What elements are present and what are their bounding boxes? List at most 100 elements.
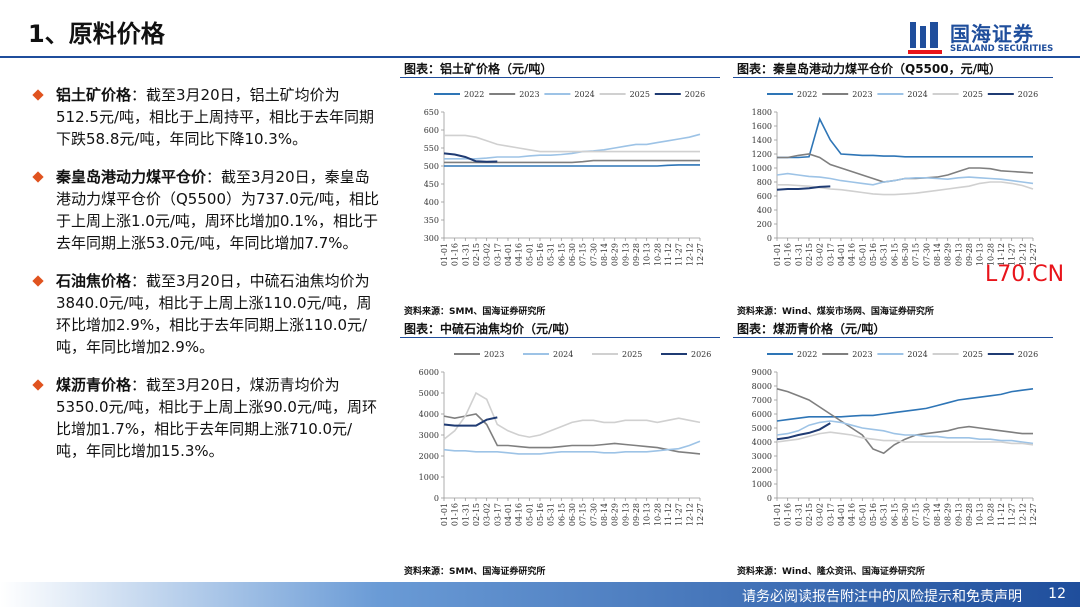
x-tick-label: 08-29 xyxy=(611,503,620,526)
legend-label: 2022 xyxy=(464,90,484,99)
x-tick-label: 09-28 xyxy=(632,503,641,526)
y-tick-label: 0 xyxy=(767,234,772,243)
y-tick-label: 8000 xyxy=(752,382,772,391)
x-tick-label: 09-13 xyxy=(954,503,963,526)
bullet: 石油焦价格：截至3月20日，中硫石油焦均价为3840.0元/吨，相比于上周上涨1… xyxy=(30,270,380,358)
x-tick-label: 03-17 xyxy=(493,243,502,266)
y-tick-label: 800 xyxy=(757,178,772,187)
x-tick-label: 01-01 xyxy=(440,243,449,266)
x-tick-label: 10-28 xyxy=(986,503,995,526)
x-tick-label: 03-02 xyxy=(816,243,825,266)
y-tick-label: 0 xyxy=(434,494,439,503)
x-tick-label: 11-27 xyxy=(675,503,684,526)
legend-label: 2025 xyxy=(630,90,650,99)
series-line xyxy=(776,388,1034,422)
x-tick-label: 08-14 xyxy=(933,243,942,266)
x-tick-label: 09-13 xyxy=(621,503,630,526)
bullet: 铝土矿价格：截至3月20日，铝土矿均价为512.5元/吨，相比于上周持平，相比于… xyxy=(30,84,380,150)
x-tick-label: 02-15 xyxy=(472,503,481,526)
x-tick-label: 05-31 xyxy=(880,243,889,266)
x-tick-label: 05-31 xyxy=(880,503,889,526)
chart-source: 资料来源：Wind、煤炭市场网、国海证券研究所 xyxy=(737,307,934,317)
y-tick-label: 1000 xyxy=(752,480,772,489)
x-tick-label: 05-01 xyxy=(525,503,534,526)
x-tick-label: 05-01 xyxy=(858,503,867,526)
x-tick-label: 10-28 xyxy=(653,243,662,266)
x-tick-label: 08-29 xyxy=(611,243,620,266)
chart: 2022 2023 2024 2025 2026 0 1000 2000 3000 4000 500… xyxy=(752,350,1039,526)
legend-label: 2025 xyxy=(622,350,642,359)
title-rule xyxy=(400,77,720,78)
title-rule xyxy=(400,337,720,338)
x-tick-label: 12-12 xyxy=(685,503,694,526)
x-tick-label: 01-01 xyxy=(773,503,782,526)
chart-panel: 图表：秦皇岛港动力煤平仓价（Q5500，元/吨） 资料来源：Wind、煤炭市场网、… xyxy=(733,60,1073,322)
x-tick-label: 04-01 xyxy=(837,503,846,526)
x-tick-label: 03-02 xyxy=(483,503,492,526)
x-tick-label: 03-02 xyxy=(483,243,492,266)
legend-label: 2026 xyxy=(685,90,705,99)
x-tick-label: 12-12 xyxy=(1018,503,1027,526)
legend-label: 2024 xyxy=(907,350,927,359)
x-tick-label: 02-15 xyxy=(805,503,814,526)
chart-title: 图表：中硫石油焦均价（元/吨） xyxy=(404,322,577,336)
x-tick-label: 04-16 xyxy=(848,243,857,266)
footer: 请务必阅读报告附注中的风险提示和免责声明 12 xyxy=(0,582,1080,607)
legend-label: 2022 xyxy=(797,90,817,99)
legend-label: 2023 xyxy=(484,350,504,359)
y-tick-label: 450 xyxy=(424,180,439,189)
x-tick-label: 02-15 xyxy=(472,243,481,266)
title-rule xyxy=(733,77,1053,78)
x-tick-label: 03-17 xyxy=(826,503,835,526)
legend-label: 2025 xyxy=(963,90,983,99)
x-tick-label: 07-30 xyxy=(922,503,931,526)
bullet-text: ：截至3月20日，中硫石油焦均价为3840.0元/吨，相比于上周上涨110.0元… xyxy=(56,272,372,356)
x-tick-label: 11-12 xyxy=(664,243,673,266)
x-tick-label: 05-16 xyxy=(869,243,878,266)
legend-label: 2026 xyxy=(1018,350,1038,359)
series-line xyxy=(444,164,700,167)
x-tick-label: 10-13 xyxy=(976,503,985,526)
legend-label: 2026 xyxy=(691,350,711,359)
y-tick-label: 550 xyxy=(424,144,439,153)
chart-panel: 图表：中硫石油焦均价（元/吨） 资料来源：SMM、国海证券研究所 2023 2024 2… xyxy=(400,320,740,582)
bullet-label: 煤沥青价格 xyxy=(56,376,132,394)
chart-panel: 图表：煤沥青价格（元/吨） 资料来源：Wind、隆众资讯、国海证券研究所 2022 2… xyxy=(733,320,1073,582)
x-tick-label: 01-16 xyxy=(451,503,460,526)
x-tick-label: 07-15 xyxy=(579,243,588,266)
x-tick-label: 01-31 xyxy=(461,503,470,526)
logo-text: 国海证券 xyxy=(950,22,1034,46)
x-tick-label: 11-27 xyxy=(1008,503,1017,526)
legend-label: 2024 xyxy=(553,350,573,359)
x-tick-label: 10-28 xyxy=(653,503,662,526)
logo-icon xyxy=(908,22,942,54)
y-tick-label: 1000 xyxy=(419,473,439,482)
y-tick-label: 350 xyxy=(424,216,439,225)
x-tick-label: 06-15 xyxy=(557,503,566,526)
x-tick-label: 07-15 xyxy=(579,503,588,526)
title-rule xyxy=(733,337,1053,338)
x-tick-label: 12-27 xyxy=(696,503,705,526)
disclaimer: 请务必阅读报告附注中的风险提示和免责声明 xyxy=(742,589,1022,605)
x-tick-label: 05-16 xyxy=(536,503,545,526)
series-line xyxy=(443,391,701,440)
x-tick-label: 07-15 xyxy=(912,243,921,266)
bullet-text: ：截至3月20日，铝土矿均价为512.5元/吨，相比于上周持平，相比于去年同期下… xyxy=(56,86,374,148)
x-tick-label: 07-30 xyxy=(589,243,598,266)
x-tick-label: 12-27 xyxy=(1029,503,1038,526)
x-tick-label: 04-01 xyxy=(504,503,513,526)
series-line xyxy=(776,420,1034,445)
x-tick-label: 11-27 xyxy=(1008,243,1017,266)
y-tick-label: 2000 xyxy=(419,452,439,461)
x-tick-label: 01-31 xyxy=(794,243,803,266)
x-tick-label: 04-16 xyxy=(515,503,524,526)
bullet-label: 铝土矿价格 xyxy=(56,86,132,104)
series-line xyxy=(443,440,701,455)
y-tick-label: 600 xyxy=(424,126,439,135)
bullet-label: 秦皇岛港动力煤平仓价 xyxy=(56,168,207,186)
y-tick-label: 9000 xyxy=(752,368,772,377)
x-tick-label: 06-15 xyxy=(557,243,566,266)
x-tick-label: 12-27 xyxy=(1029,243,1038,266)
x-tick-label: 12-27 xyxy=(696,243,705,266)
x-tick-label: 04-01 xyxy=(504,243,513,266)
